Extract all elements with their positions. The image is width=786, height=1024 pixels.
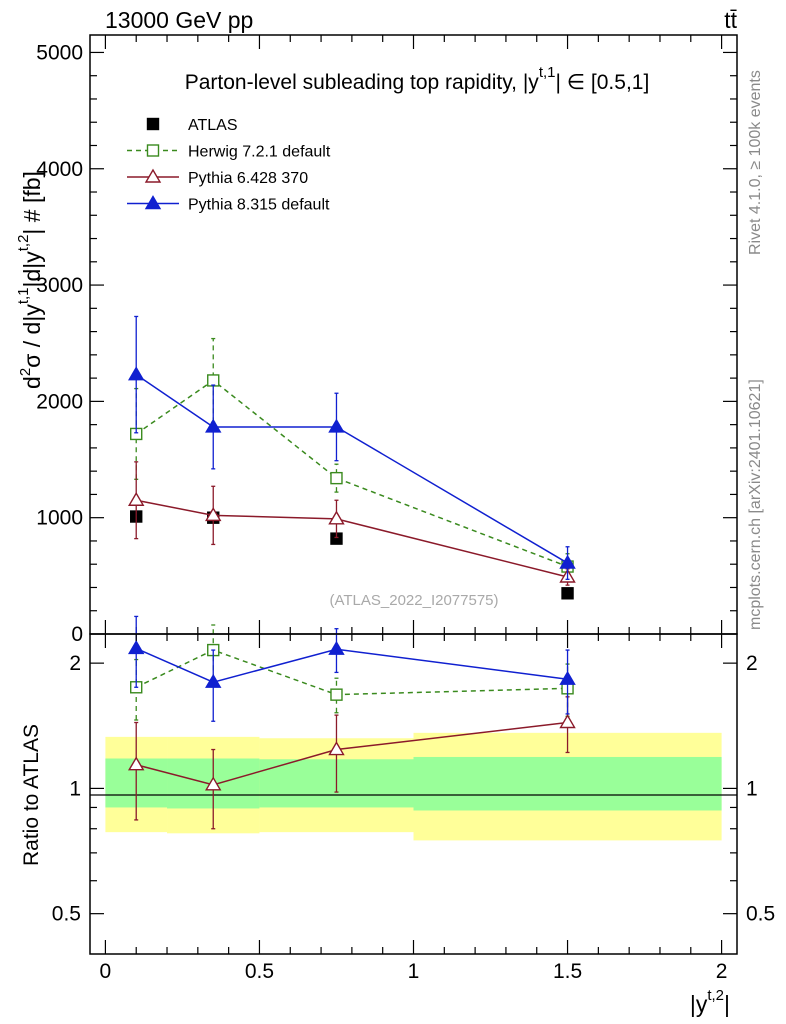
x-tick-label-2: 1	[408, 960, 420, 983]
legend-label-3: Pythia 8.315 default	[188, 197, 330, 214]
inner-band-3	[413, 756, 722, 811]
x-tick-label-4: 2	[716, 960, 728, 983]
series-line-1	[135, 379, 568, 568]
legend-label-1: Herwig 7.2.1 default	[188, 144, 331, 161]
ratio-line-2	[135, 647, 568, 683]
legend-label-0: ATLAS	[188, 117, 238, 134]
ratio-point-2-0	[127, 640, 145, 655]
analysis-watermark: (ATLAS_2022_I2077575)	[329, 592, 498, 609]
main-panel: Parton-level subleading top rapidity, |y…	[15, 34, 738, 646]
main-y-tick-label-3: 3000	[36, 274, 83, 297]
svg-text:d2σ / d|yt,1|d|yt,2| # [fb]: d2σ / d|yt,1|d|yt,2| # [fb]	[15, 171, 45, 389]
ratio-point-2-3	[559, 670, 576, 685]
ratio-panel: Ratio to ATLAS 0.5 0.5 1 1 2 2 0 0.5 1 1.5 2 |yt,2…	[20, 615, 775, 1017]
ratio-y-tick-label-right-0: 0.5	[746, 903, 775, 926]
rivet-label: Rivet 4.1.0, ≥ 100k events	[747, 70, 764, 255]
ratio-uncertainty-bands	[105, 732, 722, 841]
main-y-tick-label-1: 1000	[36, 507, 83, 530]
legend-marker-2	[144, 168, 162, 183]
x-tick-label-3: 1.5	[553, 960, 582, 983]
ratio-point-0-2	[330, 688, 343, 701]
mcplots-label: mcplots.cern.ch [arXiv:2401.10621]	[747, 379, 764, 630]
ratio-point-1-0	[127, 756, 145, 771]
x-axis-label: |yt,2|	[690, 987, 730, 1017]
ratio-line-1	[136, 721, 568, 786]
ratio-point-1-2	[328, 741, 345, 756]
data-point-1-2	[330, 471, 343, 485]
ratio-y-tick-label-right-1: 1	[746, 777, 758, 800]
y-axis-label: d2σ / d|yt,1|d|yt,2| # [fb]	[15, 171, 45, 389]
ratio-y-tick-label-1: 1	[69, 777, 81, 800]
data-point-2-2	[328, 510, 345, 525]
data-point-3-0	[127, 366, 145, 381]
main-y-tick-label-0: 0	[71, 623, 83, 646]
main-y-tick-label-2: 2000	[36, 390, 83, 413]
data-point-3-2	[328, 418, 345, 433]
ratio-point-2-1	[205, 673, 222, 688]
chart-title: Parton-level subleading top rapidity, |y…	[185, 64, 650, 94]
main-y-tick-label-4: 4000	[36, 158, 83, 181]
data-point-0-3	[561, 587, 574, 600]
ratio-y-tick-label-right-2: 2	[746, 652, 758, 675]
process-label: tt̄	[724, 7, 737, 33]
legend-marker-1	[146, 144, 160, 157]
main-data-layer	[127, 315, 576, 600]
data-point-3-3	[559, 554, 576, 569]
ratio-ticks: 0.5 0.5 1 1 2 2 0 0.5 1 1.5 2	[52, 634, 775, 983]
ratio-data-layer	[127, 615, 576, 830]
series-line-3	[135, 374, 568, 564]
ratio-y-tick-label-2: 2	[69, 652, 81, 675]
legend-label-2: Pythia 6.428 370	[188, 170, 308, 187]
ratio-point-1-3	[559, 714, 576, 729]
legend-marker-3	[144, 195, 162, 210]
energy-label: 13000 GeV pp	[105, 7, 253, 33]
ratio-point-2-2	[328, 640, 345, 655]
x-tick-label-1: 0.5	[245, 960, 274, 983]
data-point-3-1	[205, 418, 222, 433]
series-line-2	[136, 499, 568, 578]
ratio-point-1-1	[205, 776, 222, 791]
ratio-y-axis-label: Ratio to ATLAS	[20, 724, 43, 866]
data-point-1-1	[207, 374, 220, 387]
legend: ATLAS Herwig 7.2.1 default Pythia 6.428 37…	[127, 117, 331, 214]
x-tick-label-0: 0	[100, 960, 112, 983]
legend-marker-0	[146, 117, 160, 131]
data-point-2-1	[205, 506, 222, 522]
ratio-line-0	[135, 649, 568, 696]
main-y-ticks: 0 1000 2000 3000 4000 5000	[36, 35, 737, 646]
data-point-2-0	[127, 491, 145, 506]
main-y-tick-label-5: 5000	[36, 41, 83, 64]
ratio-y-tick-label-0: 0.5	[52, 903, 81, 926]
